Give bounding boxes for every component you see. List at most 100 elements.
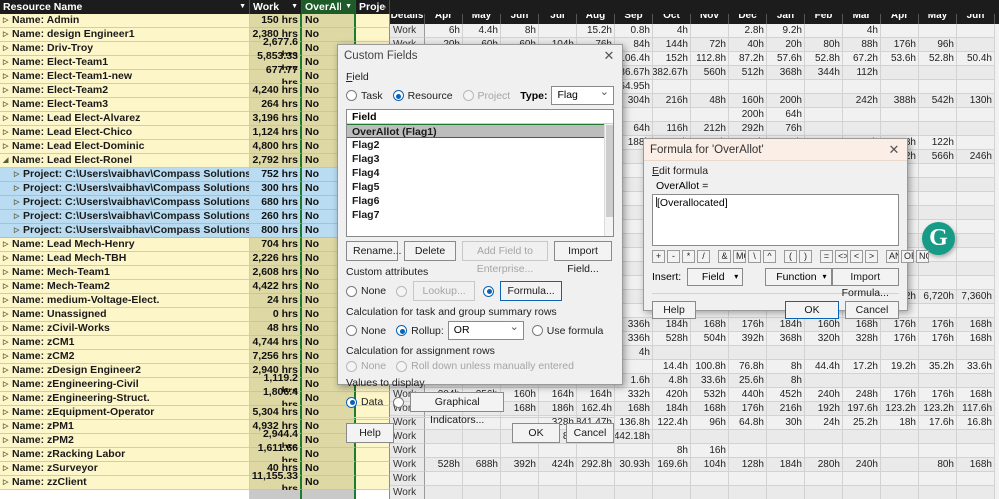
expand-triangle-icon[interactable]: ▷: [14, 185, 20, 192]
cell-resource-name[interactable]: ▷ Name: Elect-Team1-new: [0, 70, 250, 84]
radio-graphical-indicators[interactable]: [393, 396, 405, 408]
timeline-cell[interactable]: 1.6h: [615, 374, 653, 388]
timeline-cell[interactable]: 33.6h: [957, 360, 995, 374]
cancel-button[interactable]: Cancel: [566, 423, 614, 443]
cell-resource-name[interactable]: ▷ Name: Lead Mech-Henry: [0, 238, 250, 252]
radio-data[interactable]: Data: [346, 396, 383, 408]
timeline-cell[interactable]: 76.8h: [729, 360, 767, 374]
timeline-cell[interactable]: 566h: [919, 150, 957, 164]
operator-button[interactable]: <: [850, 250, 863, 263]
timeline-cell[interactable]: 168h: [957, 318, 995, 332]
timeline-cell[interactable]: [957, 486, 995, 499]
timeline-cell[interactable]: [881, 486, 919, 499]
cell-resource-name[interactable]: ▷ Name: zEngineering-Struct.: [0, 392, 250, 406]
graphical-indicators-button[interactable]: Graphical Indicators...: [410, 392, 505, 426]
cell-work[interactable]: 4,800 hrs: [250, 140, 302, 154]
timeline-cell[interactable]: [881, 346, 919, 360]
timeline-cell[interactable]: [729, 430, 767, 444]
table-row[interactable]: ▷ Name: zPM2 2,944.4 hrs No: [0, 428, 390, 453]
timeline-cell[interactable]: 368h: [767, 66, 805, 80]
timeline-cell[interactable]: 64.8h: [729, 416, 767, 430]
timeline-cell[interactable]: [919, 80, 957, 94]
expand-triangle-icon[interactable]: ▷: [3, 115, 9, 122]
table-row[interactable]: ▷ Name: zEngineering-Civil 1,119.2 hrs No: [0, 372, 390, 397]
timeline-cell[interactable]: [653, 346, 691, 360]
timeline-cell[interactable]: [881, 108, 919, 122]
radio-use-formula[interactable]: Use formula: [531, 325, 603, 337]
expand-triangle-icon[interactable]: ▷: [3, 129, 9, 136]
table-row[interactable]: ▷ Project: C:\Users\vaibhav\Compass Solut…: [0, 182, 390, 196]
timeline-cell[interactable]: 30.93h: [615, 458, 653, 472]
timeline-cell[interactable]: 57.6h: [767, 52, 805, 66]
timeline-cell[interactable]: 382.67h: [653, 66, 691, 80]
timeline-month-apr-12[interactable]: Apr: [881, 7, 919, 24]
timeline-cell[interactable]: [843, 80, 881, 94]
grammarly-g-icon[interactable]: G: [922, 222, 955, 255]
cell-resource-name[interactable]: [0, 490, 250, 499]
formula-button[interactable]: Formula...: [500, 281, 563, 301]
timeline-cell[interactable]: 184h: [767, 458, 805, 472]
timeline-cell[interactable]: 184h: [653, 402, 691, 416]
timeline-cell[interactable]: 25.6h: [729, 374, 767, 388]
table-row[interactable]: ▷ Name: Elect-Team1-new 677.77 hrs No: [0, 64, 390, 89]
timeline-cell[interactable]: [957, 276, 995, 290]
timeline-cell[interactable]: 164h: [577, 388, 615, 402]
timeline-cell[interactable]: [729, 444, 767, 458]
timeline-cell[interactable]: 184h: [767, 318, 805, 332]
timeline-cell[interactable]: [463, 472, 501, 486]
timeline-cell[interactable]: [463, 486, 501, 499]
timeline-cell[interactable]: 52.8h: [805, 52, 843, 66]
timeline-cell[interactable]: 560h: [691, 66, 729, 80]
timeline-cell[interactable]: 86.67h: [615, 66, 653, 80]
timeline-cell[interactable]: 117.6h: [957, 402, 995, 416]
timeline-month-nov-7[interactable]: Nov: [691, 7, 729, 24]
table-row[interactable]: ▷ Name: Lead Mech-TBH 2,226 hrs No: [0, 252, 390, 266]
timeline-cell[interactable]: [805, 122, 843, 136]
expand-triangle-icon[interactable]: ▷: [14, 213, 20, 220]
cell-work[interactable]: 4,240 hrs: [250, 84, 302, 98]
cell-work[interactable]: 3,196 hrs: [250, 112, 302, 126]
cell-project[interactable]: [356, 490, 390, 499]
import-field-button[interactable]: Import Field...: [554, 241, 612, 275]
expand-triangle-icon[interactable]: ▷: [3, 465, 9, 472]
timeline-cell[interactable]: 123.2h: [919, 402, 957, 416]
cell-resource-name[interactable]: ▷ Name: Unassigned: [0, 308, 250, 322]
timeline-cell[interactable]: 248h: [843, 388, 881, 402]
field-listbox[interactable]: Field OverAllot (Flag1) Flag2 Flag3 Flag4 Fl…: [346, 109, 614, 237]
expand-triangle-icon[interactable]: ▷: [3, 255, 9, 262]
cell-resource-name[interactable]: ▷ Name: zPM2: [0, 434, 250, 448]
timeline-cell[interactable]: 292h: [729, 122, 767, 136]
timeline-cell[interactable]: [881, 444, 919, 458]
timeline-cell[interactable]: [957, 66, 995, 80]
field-list-item[interactable]: OverAllot (Flag1): [347, 124, 613, 138]
cell-resource-name[interactable]: ▷ Project: C:\Users\vaibhav\Compass Solut…: [0, 196, 250, 210]
expand-triangle-icon[interactable]: ▷: [14, 171, 20, 178]
timeline-cell[interactable]: 76h: [767, 122, 805, 136]
timeline-cell[interactable]: [653, 430, 691, 444]
timeline-cell[interactable]: 216h: [767, 402, 805, 416]
timeline-cell[interactable]: 542h: [919, 94, 957, 108]
formula-dialog[interactable]: Formula for 'OverAllot' ✕ Edit formula O…: [643, 138, 929, 319]
timeline-cell[interactable]: 44.4h: [805, 360, 843, 374]
timeline-cell[interactable]: 104h: [691, 458, 729, 472]
table-row[interactable]: ▷ Name: Mech-Team2 4,422 hrs No: [0, 280, 390, 294]
timeline-cell[interactable]: 240h: [805, 388, 843, 402]
timeline-cell[interactable]: [843, 472, 881, 486]
timeline-cell[interactable]: 452h: [767, 388, 805, 402]
help-button[interactable]: Help: [346, 423, 394, 443]
timeline-cell[interactable]: 442.18h: [615, 430, 653, 444]
timeline-cell[interactable]: 176h: [881, 38, 919, 52]
timeline-cell[interactable]: [729, 472, 767, 486]
timeline-cell[interactable]: 122h: [919, 136, 957, 150]
table-row[interactable]: ◢ Name: Lead Elect-Ronel 2,792 hrs No: [0, 154, 390, 168]
ok-button[interactable]: OK: [785, 301, 839, 319]
timeline-cell[interactable]: 197.6h: [843, 402, 881, 416]
table-row[interactable]: ▷ Name: zSurveyor 40 hrs No: [0, 462, 390, 476]
timeline-cell[interactable]: 19.2h: [881, 360, 919, 374]
timeline-cell[interactable]: [843, 346, 881, 360]
timeline-cell[interactable]: [957, 248, 995, 262]
timeline-cell[interactable]: 64h: [615, 122, 653, 136]
timeline-cell[interactable]: [919, 486, 957, 499]
timeline-cell[interactable]: 2.8h: [729, 24, 767, 38]
timeline-cell[interactable]: 164h: [539, 388, 577, 402]
